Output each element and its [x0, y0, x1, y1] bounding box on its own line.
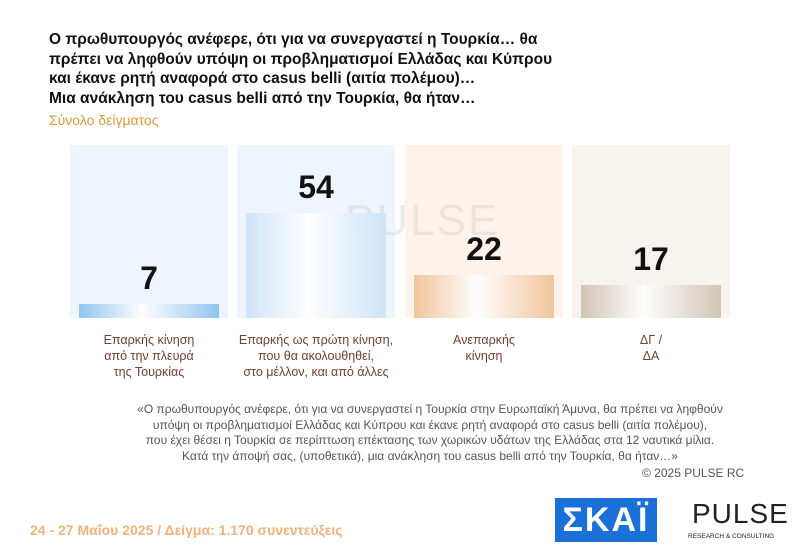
- logo-pulse-sub: RESEARCH & CONSULTING: [688, 533, 775, 540]
- logo-pulse: PULSE: [692, 498, 789, 529]
- copyright: © 2025 PULSE RC: [642, 466, 745, 480]
- category-label: ΔΓ / ΔΑ: [639, 333, 663, 363]
- bar: [79, 304, 219, 318]
- value-label: 7: [140, 260, 158, 297]
- category-label: Ανεπαρκής κίνηση: [453, 333, 515, 363]
- bar: [246, 212, 386, 318]
- value-label: 22: [466, 231, 502, 268]
- footnote: «Ο πρωθυπουργός ανέφερε, ότι για να συνε…: [137, 402, 723, 463]
- value-label: 17: [633, 240, 669, 277]
- bar-panel: [70, 145, 228, 318]
- bar: [414, 275, 554, 318]
- category-label: Επαρκής κίνηση από την πλευρά της Τουρκί…: [103, 333, 195, 379]
- logo-skai: ΣΚΑΪ: [555, 498, 657, 542]
- value-label: 54: [298, 168, 334, 205]
- fieldwork: 24 - 27 Μαΐου 2025 / Δείγμα: 1.170 συνεν…: [30, 522, 343, 538]
- category-label: Επαρκής ως πρώτη κίνηση, που θα ακολουθη…: [238, 333, 394, 379]
- chart-title: Ο πρωθυπουργός ανέφερε, ότι για να συνερ…: [49, 31, 553, 107]
- bar: [581, 284, 721, 318]
- chart-subtitle: Σύνολο δείγματος: [49, 112, 159, 128]
